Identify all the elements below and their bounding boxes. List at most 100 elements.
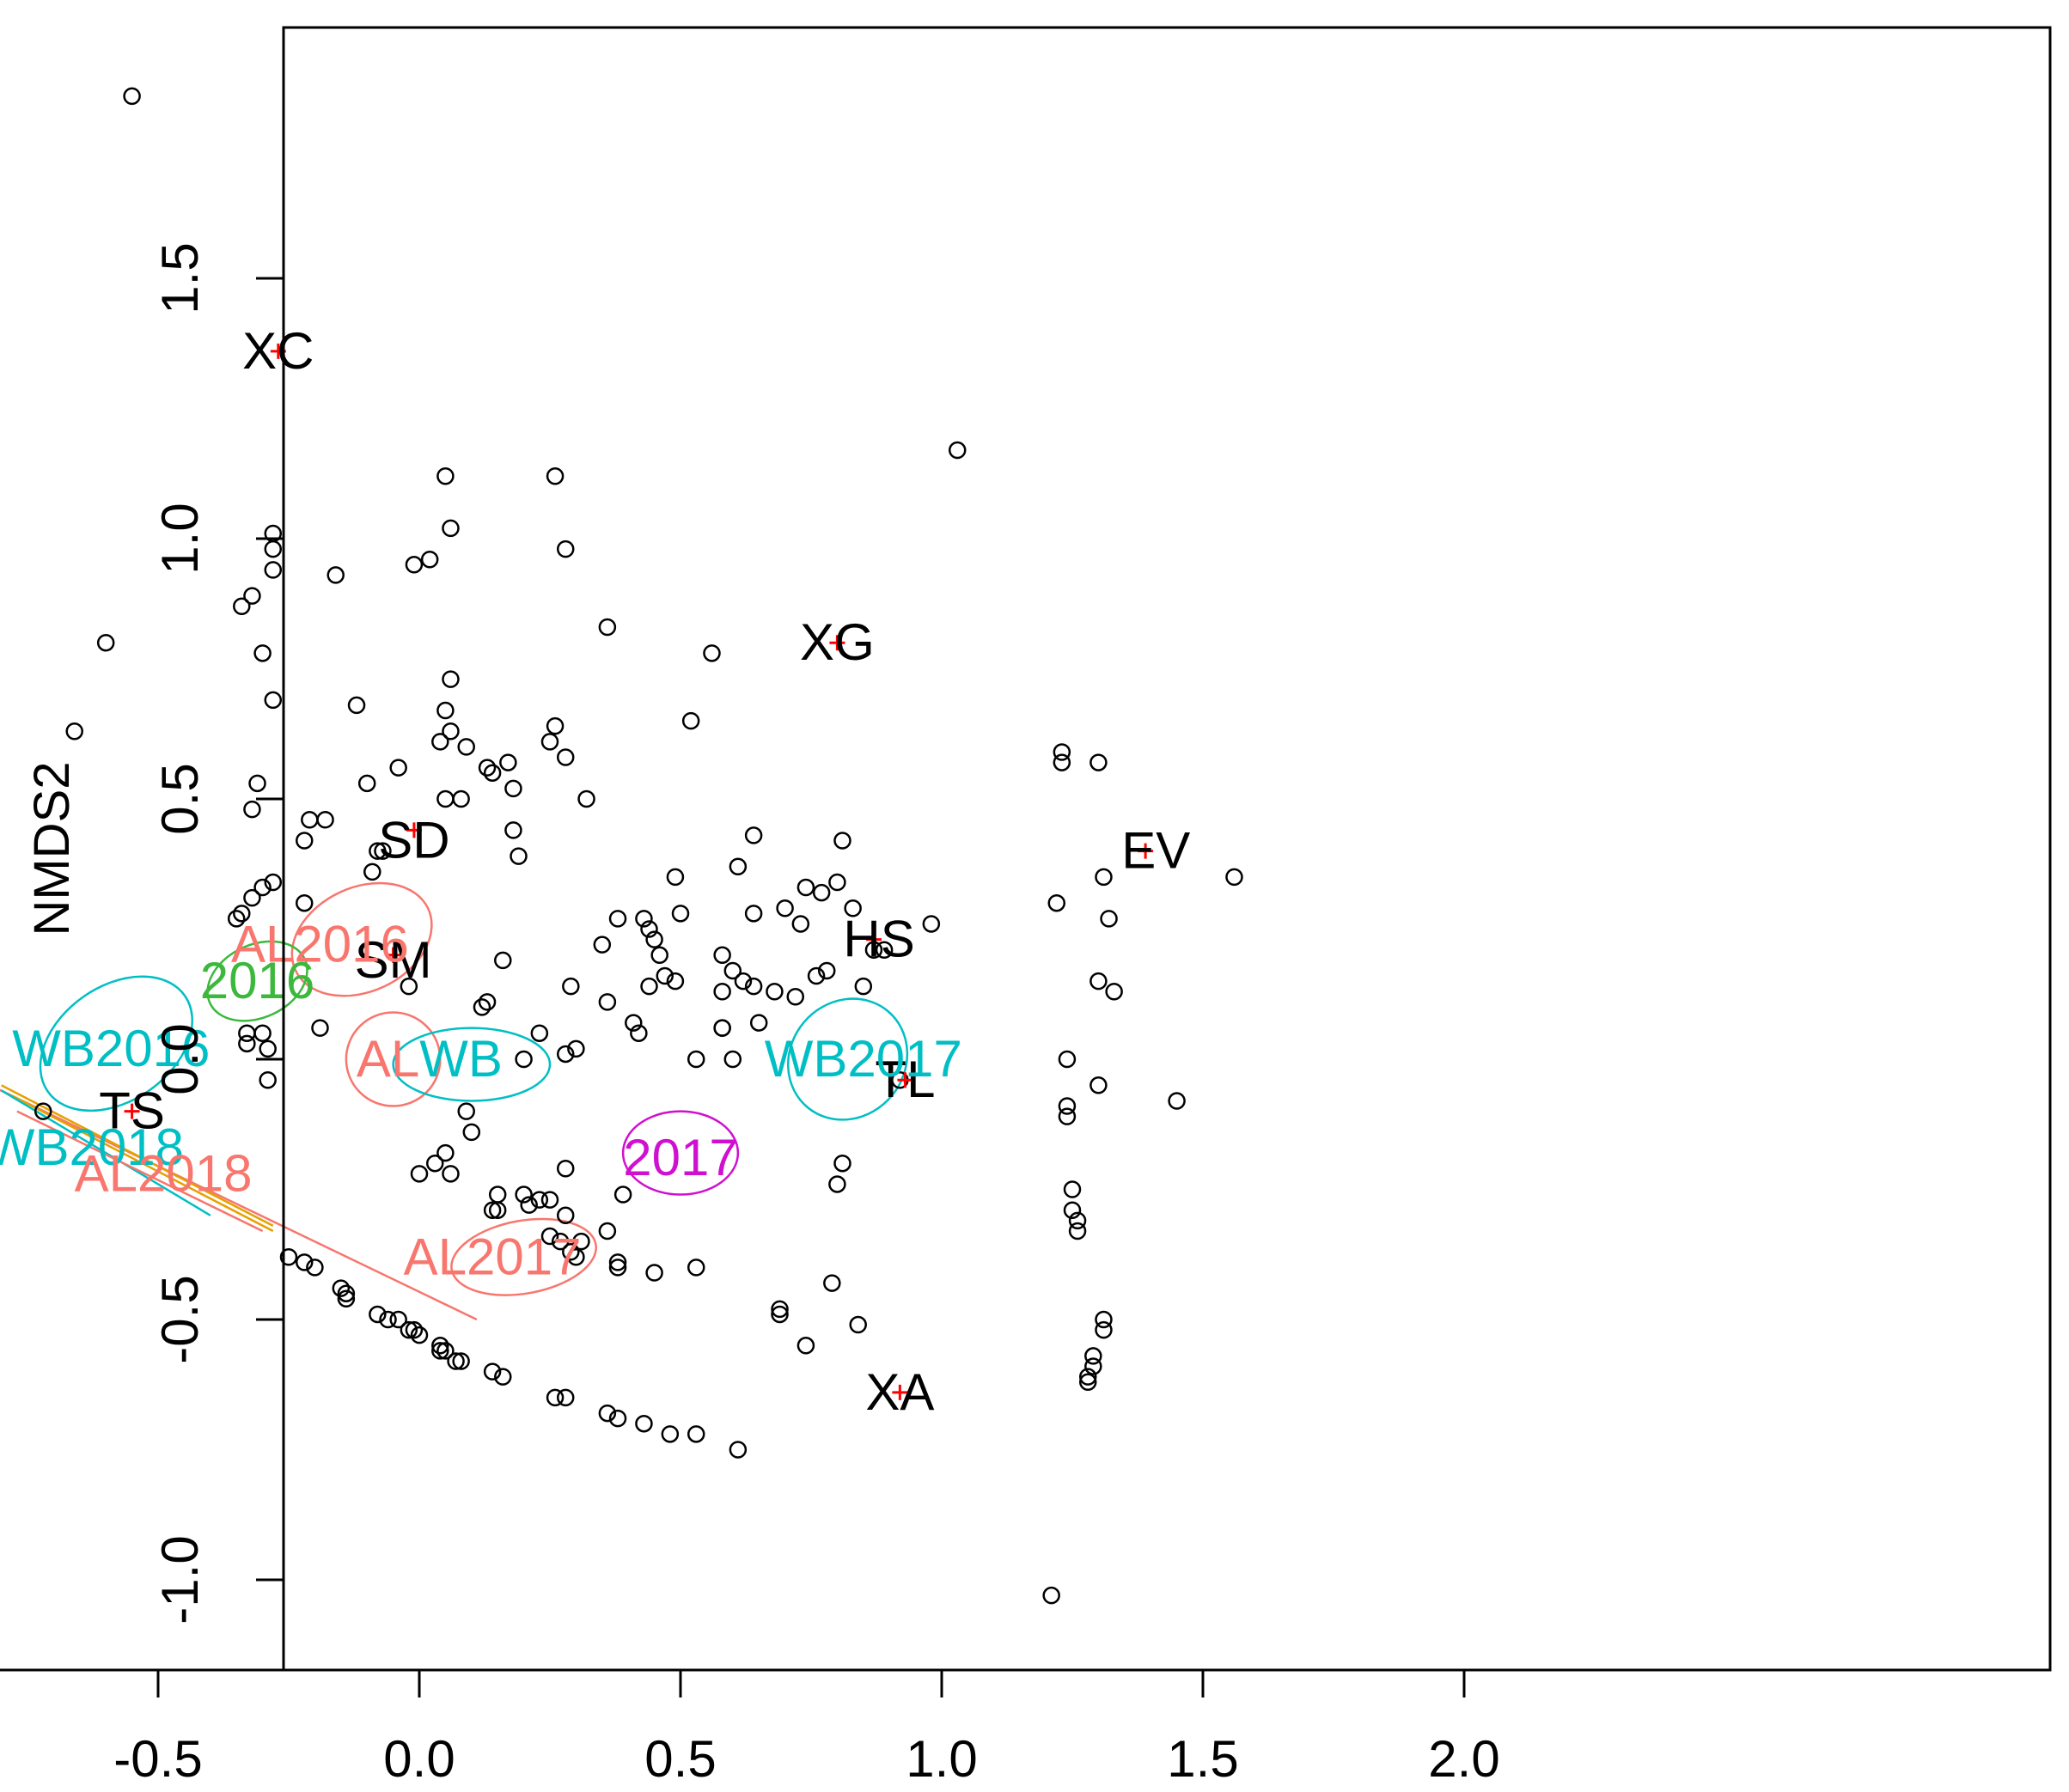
data-point bbox=[264, 691, 283, 710]
data-point bbox=[410, 1165, 429, 1183]
data-point bbox=[562, 1242, 580, 1261]
group-label: TL bbox=[875, 1051, 935, 1108]
data-point bbox=[1078, 1373, 1097, 1391]
data-point bbox=[488, 1186, 507, 1204]
data-point bbox=[295, 1253, 314, 1271]
data-point bbox=[243, 888, 261, 907]
data-point bbox=[703, 644, 721, 662]
data-point bbox=[1058, 1107, 1077, 1125]
data-point bbox=[410, 1326, 429, 1344]
data-point bbox=[431, 733, 449, 751]
data-point bbox=[776, 899, 794, 917]
data-point bbox=[812, 883, 831, 902]
data-point bbox=[295, 832, 314, 850]
data-point bbox=[608, 1409, 627, 1428]
data-point bbox=[259, 1039, 277, 1058]
data-point bbox=[598, 618, 617, 637]
ellipse-4 bbox=[392, 1027, 552, 1102]
data-point bbox=[1105, 982, 1123, 1001]
data-point bbox=[766, 982, 784, 1001]
ellipse-1 bbox=[206, 940, 308, 1022]
data-point bbox=[243, 800, 261, 819]
data-point bbox=[567, 1248, 585, 1266]
y-tick-label: 0.0 bbox=[151, 1023, 209, 1094]
ellipse-7 bbox=[450, 1217, 597, 1296]
data-point bbox=[1068, 1222, 1087, 1240]
data-point bbox=[562, 977, 580, 996]
data-point bbox=[556, 539, 575, 558]
data-point bbox=[640, 920, 658, 938]
data-point bbox=[749, 1014, 768, 1032]
data-point bbox=[233, 597, 251, 616]
data-point bbox=[744, 977, 763, 996]
data-point bbox=[1047, 893, 1066, 912]
data-point bbox=[556, 1206, 575, 1225]
data-point bbox=[530, 1024, 549, 1042]
data-point bbox=[1078, 1368, 1097, 1386]
data-point bbox=[34, 1102, 52, 1120]
data-point bbox=[828, 873, 846, 892]
centroid-marker bbox=[1138, 843, 1154, 859]
data-point bbox=[577, 789, 595, 808]
data-point bbox=[488, 1201, 507, 1219]
data-point bbox=[922, 915, 941, 933]
data-point bbox=[948, 441, 967, 460]
data-point bbox=[1168, 1092, 1186, 1110]
data-point bbox=[447, 1352, 465, 1370]
data-point bbox=[332, 1279, 351, 1297]
data-point bbox=[1053, 743, 1071, 761]
ellipse-0 bbox=[290, 881, 433, 997]
data-point bbox=[1058, 1050, 1077, 1069]
centroid-marker bbox=[406, 822, 422, 838]
data-point bbox=[723, 961, 742, 980]
data-point bbox=[123, 87, 141, 106]
ellipse-layer bbox=[39, 881, 909, 1296]
data-point bbox=[400, 1320, 418, 1339]
data-point bbox=[264, 561, 283, 579]
data-point bbox=[666, 868, 685, 887]
centroid-marker bbox=[892, 1384, 908, 1400]
data-point bbox=[1089, 1076, 1108, 1094]
data-point bbox=[796, 878, 815, 897]
centroid-marker bbox=[865, 931, 882, 948]
data-point bbox=[431, 1342, 449, 1360]
centroid-marker bbox=[124, 1103, 140, 1119]
data-point bbox=[650, 946, 668, 965]
group-label: WB2017 bbox=[765, 1030, 962, 1088]
data-point bbox=[510, 847, 528, 865]
group-label: HS bbox=[843, 911, 914, 968]
data-point bbox=[442, 722, 460, 741]
data-point bbox=[833, 832, 851, 850]
data-point bbox=[556, 748, 575, 766]
data-point bbox=[849, 1315, 867, 1334]
data-point bbox=[807, 966, 826, 985]
data-point bbox=[875, 941, 894, 959]
group-label: WB2016 bbox=[12, 1020, 210, 1077]
data-point bbox=[494, 951, 512, 970]
data-point bbox=[462, 1123, 481, 1142]
data-point bbox=[572, 1232, 590, 1251]
x-tick-label: 1.0 bbox=[906, 1730, 977, 1788]
data-point bbox=[630, 1024, 648, 1042]
y-tick-label: 0.5 bbox=[151, 763, 209, 834]
group-label: SD bbox=[378, 811, 449, 869]
data-point bbox=[337, 1284, 356, 1302]
ellipse-2 bbox=[39, 975, 193, 1112]
data-point bbox=[556, 1160, 575, 1178]
data-point bbox=[400, 977, 418, 996]
data-point bbox=[854, 977, 873, 996]
data-point bbox=[687, 1259, 705, 1277]
data-point bbox=[613, 1186, 632, 1204]
data-point bbox=[327, 566, 345, 584]
data-point bbox=[540, 733, 559, 751]
data-point bbox=[253, 644, 272, 662]
data-point bbox=[1068, 1211, 1087, 1230]
data-point bbox=[608, 1259, 627, 1277]
data-point bbox=[504, 821, 522, 839]
data-point bbox=[369, 842, 387, 860]
data-point bbox=[483, 1362, 502, 1381]
data-point bbox=[608, 1253, 627, 1271]
data-point bbox=[1063, 1180, 1082, 1198]
x-tick-label: 1.5 bbox=[1167, 1730, 1238, 1788]
